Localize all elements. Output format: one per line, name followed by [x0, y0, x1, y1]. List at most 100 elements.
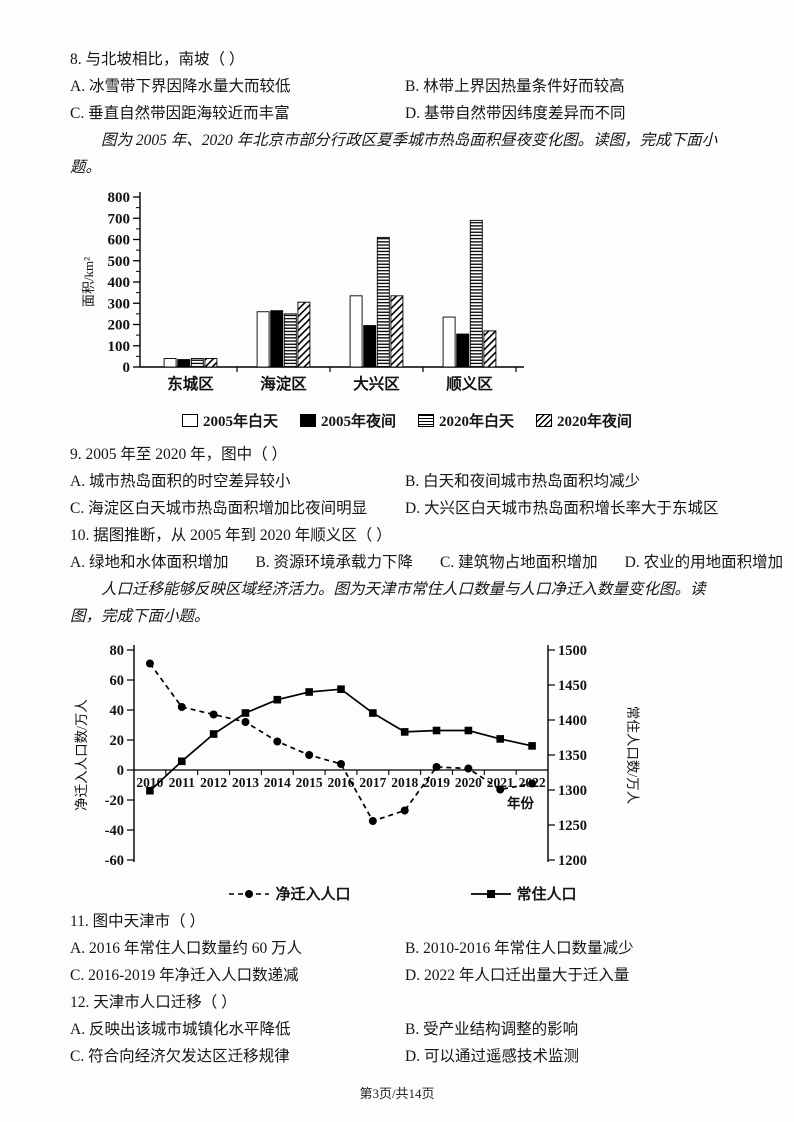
q11-option-b: B. 2010-2016 年常住人口数量减少: [405, 940, 634, 957]
legend-label: 2005年白天: [202, 414, 278, 430]
svg-text:2017: 2017: [359, 775, 386, 790]
q8-option-b: B. 林带上界因热量条件好而较高: [405, 78, 625, 95]
white-bar-swatch-icon: [181, 414, 198, 427]
svg-text:60: 60: [110, 673, 125, 689]
svg-text:300: 300: [108, 296, 131, 312]
svg-text:2012: 2012: [200, 775, 227, 790]
svg-text:-40: -40: [105, 823, 124, 839]
hstripe-bar-swatch-icon: [418, 414, 434, 427]
population-intro: 人口迁移能够反映区域经济活力。图为天津市常住人口数量与人口净迁入数量变化图。读图…: [70, 581, 706, 625]
question-9-options: A. 城市热岛面积的时空差异较小 B. 白天和夜间城市热岛面积均减少 C. 海淀…: [70, 468, 736, 522]
svg-text:面积/km²: 面积/km²: [81, 257, 96, 307]
svg-text:净迁入人口数/万人: 净迁入人口数/万人: [74, 699, 89, 811]
q9-option-b: B. 白天和夜间城市热岛面积均减少: [405, 473, 641, 490]
svg-text:400: 400: [108, 275, 131, 291]
svg-text:2021: 2021: [487, 775, 514, 790]
legend-2005-night: 2005年夜间: [299, 410, 396, 431]
heat-island-bar-chart: 0 100 200 300 400 500 600 700 800 面积/km² 东城区 海淀区 大兴区…: [78, 189, 736, 431]
q11-option-a: A. 2016 年常住人口数量约 60 万人: [70, 940, 303, 957]
bar-chart-legend: 2005年白天 2005年夜间 2020年白天 2020年夜间: [78, 410, 736, 431]
svg-text:海淀区: 海淀区: [260, 374, 307, 393]
q10-option-a: A. 绿地和水体面积增加: [70, 554, 229, 571]
legend-resident-population: 常住人口: [470, 883, 577, 904]
q9-option-d: D. 大兴区白天城市热岛面积增长率大于东城区: [405, 500, 719, 517]
svg-text:1200: 1200: [558, 853, 587, 869]
legend-label: 2020年白天: [439, 414, 515, 430]
svg-text:1350: 1350: [558, 748, 587, 764]
svg-text:1400: 1400: [558, 713, 587, 729]
svg-text:40: 40: [110, 703, 125, 719]
q10-option-c: C. 建筑物占地面积增加: [440, 554, 598, 571]
legend-2020-night: 2020年夜间: [536, 410, 632, 431]
svg-text:1300: 1300: [558, 783, 587, 799]
question-11-stem: 11. 图中天津市（ ）: [70, 913, 206, 930]
legend-label: 2005年夜间: [320, 414, 396, 430]
svg-text:2014: 2014: [264, 775, 291, 790]
svg-text:1450: 1450: [558, 678, 587, 694]
question-8-options: A. 冰雪带下界因降水量大而较低 B. 林带上界因热量条件好而较高 C. 垂直自…: [70, 73, 736, 127]
svg-text:500: 500: [108, 254, 131, 270]
svg-text:2018: 2018: [391, 775, 418, 790]
legend-2005-day: 2005年白天: [181, 410, 278, 431]
svg-text:100: 100: [108, 339, 131, 355]
q12-option-b: B. 受产业结构调整的影响: [405, 1021, 579, 1038]
question-9-stem: 9. 2005 年至 2020 年，图中（ ）: [70, 446, 288, 463]
svg-text:东城区: 东城区: [167, 374, 214, 393]
q9-option-a: A. 城市热岛面积的时空差异较小: [70, 473, 291, 490]
question-12-stem: 12. 天津市人口迁移（ ）: [70, 994, 237, 1011]
svg-text:2015: 2015: [296, 775, 323, 790]
q9-option-c: C. 海淀区白天城市热岛面积增加比夜间明显: [70, 500, 368, 517]
page-content: 8. 与北坡相比，南坡（ ） A. 冰雪带下界因降水量大而较低 B. 林带上界因…: [70, 51, 783, 1070]
svg-text:2020: 2020: [455, 775, 482, 790]
population-line-chart: 80 60 40 20 0 -20 -40 -60 1500 1450 1400 1350 1300 12…: [70, 638, 736, 904]
line-chart-canvas: 80 60 40 20 0 -20 -40 -60 1500 1450 1400 1350 1300 12…: [70, 638, 736, 883]
q10-option-b: B. 资源环境承载力下降: [255, 554, 414, 571]
dstripe-bar-swatch-icon: [536, 414, 553, 427]
q12-option-d: D. 可以通过遥感技术监测: [405, 1048, 579, 1065]
q8-option-c: C. 垂直自然带因距海较近而丰富: [70, 105, 290, 122]
question-10-stem: 10. 据图推断，从 2005 年到 2020 年顺义区（ ）: [70, 527, 392, 544]
svg-text:2010: 2010: [136, 775, 163, 790]
heat-island-intro: 图为 2005 年、2020 年北京市部分行政区夏季城市热岛面积昼夜变化图。读图…: [70, 132, 718, 176]
question-8-stem: 8. 与北坡相比，南坡（ ）: [70, 51, 245, 68]
bar-chart-canvas: 0 100 200 300 400 500 600 700 800 面积/km² 东城区 海淀区 大兴区…: [78, 189, 736, 408]
svg-text:200: 200: [108, 318, 131, 334]
svg-text:-60: -60: [105, 853, 124, 869]
legend-2020-day: 2020年白天: [418, 410, 514, 431]
svg-text:年份: 年份: [507, 795, 535, 811]
question-11-options: A. 2016 年常住人口数量约 60 万人 B. 2010-2016 年常住人…: [70, 935, 736, 989]
q11-option-d: D. 2022 年人口迁出量大于迁入量: [405, 967, 630, 984]
q8-option-a: A. 冰雪带下界因降水量大而较低: [70, 78, 291, 95]
svg-text:2013: 2013: [232, 775, 259, 790]
svg-text:顺义区: 顺义区: [446, 375, 493, 393]
svg-text:大兴区: 大兴区: [353, 374, 400, 393]
page-number: 第3页/共14页: [359, 1086, 435, 1101]
question-10-options: A. 绿地和水体面积增加 B. 资源环境承载力下降 C. 建筑物占地面积增加 D…: [70, 549, 783, 576]
q12-option-c: C. 符合向经济欠发达区迁移规律: [70, 1048, 290, 1065]
svg-text:1250: 1250: [558, 818, 587, 834]
svg-text:600: 600: [108, 233, 131, 249]
svg-text:0: 0: [123, 360, 131, 376]
svg-text:常住人口数/万人: 常住人口数/万人: [625, 706, 640, 805]
dashed-circle-line-icon: [229, 889, 270, 898]
svg-text:2011: 2011: [169, 775, 196, 790]
solid-square-line-icon: [470, 889, 511, 898]
black-bar-swatch-icon: [299, 414, 316, 427]
svg-text:80: 80: [110, 643, 125, 659]
legend-label: 2020年夜间: [557, 414, 633, 430]
svg-text:800: 800: [108, 190, 131, 206]
svg-text:-20: -20: [105, 793, 124, 809]
svg-text:2016: 2016: [328, 775, 355, 790]
line-chart-legend: 净迁入人口 常住人口: [70, 883, 736, 904]
svg-text:0: 0: [117, 763, 124, 779]
legend-net-migration: 净迁入人口: [229, 883, 351, 904]
q10-option-d: D. 农业的用地面积增加: [624, 554, 784, 571]
q8-option-d: D. 基带自然带因纬度差异而不同: [405, 105, 626, 122]
svg-text:20: 20: [110, 733, 125, 749]
legend-label: 净迁入人口: [275, 887, 351, 903]
legend-label: 常住人口: [516, 887, 577, 903]
q12-option-a: A. 反映出该城市城镇化水平降低: [70, 1021, 291, 1038]
q11-option-c: C. 2016-2019 年净迁入人口数递减: [70, 967, 299, 984]
question-12-options: A. 反映出该城市城镇化水平降低 B. 受产业结构调整的影响 C. 符合向经济欠…: [70, 1016, 736, 1070]
